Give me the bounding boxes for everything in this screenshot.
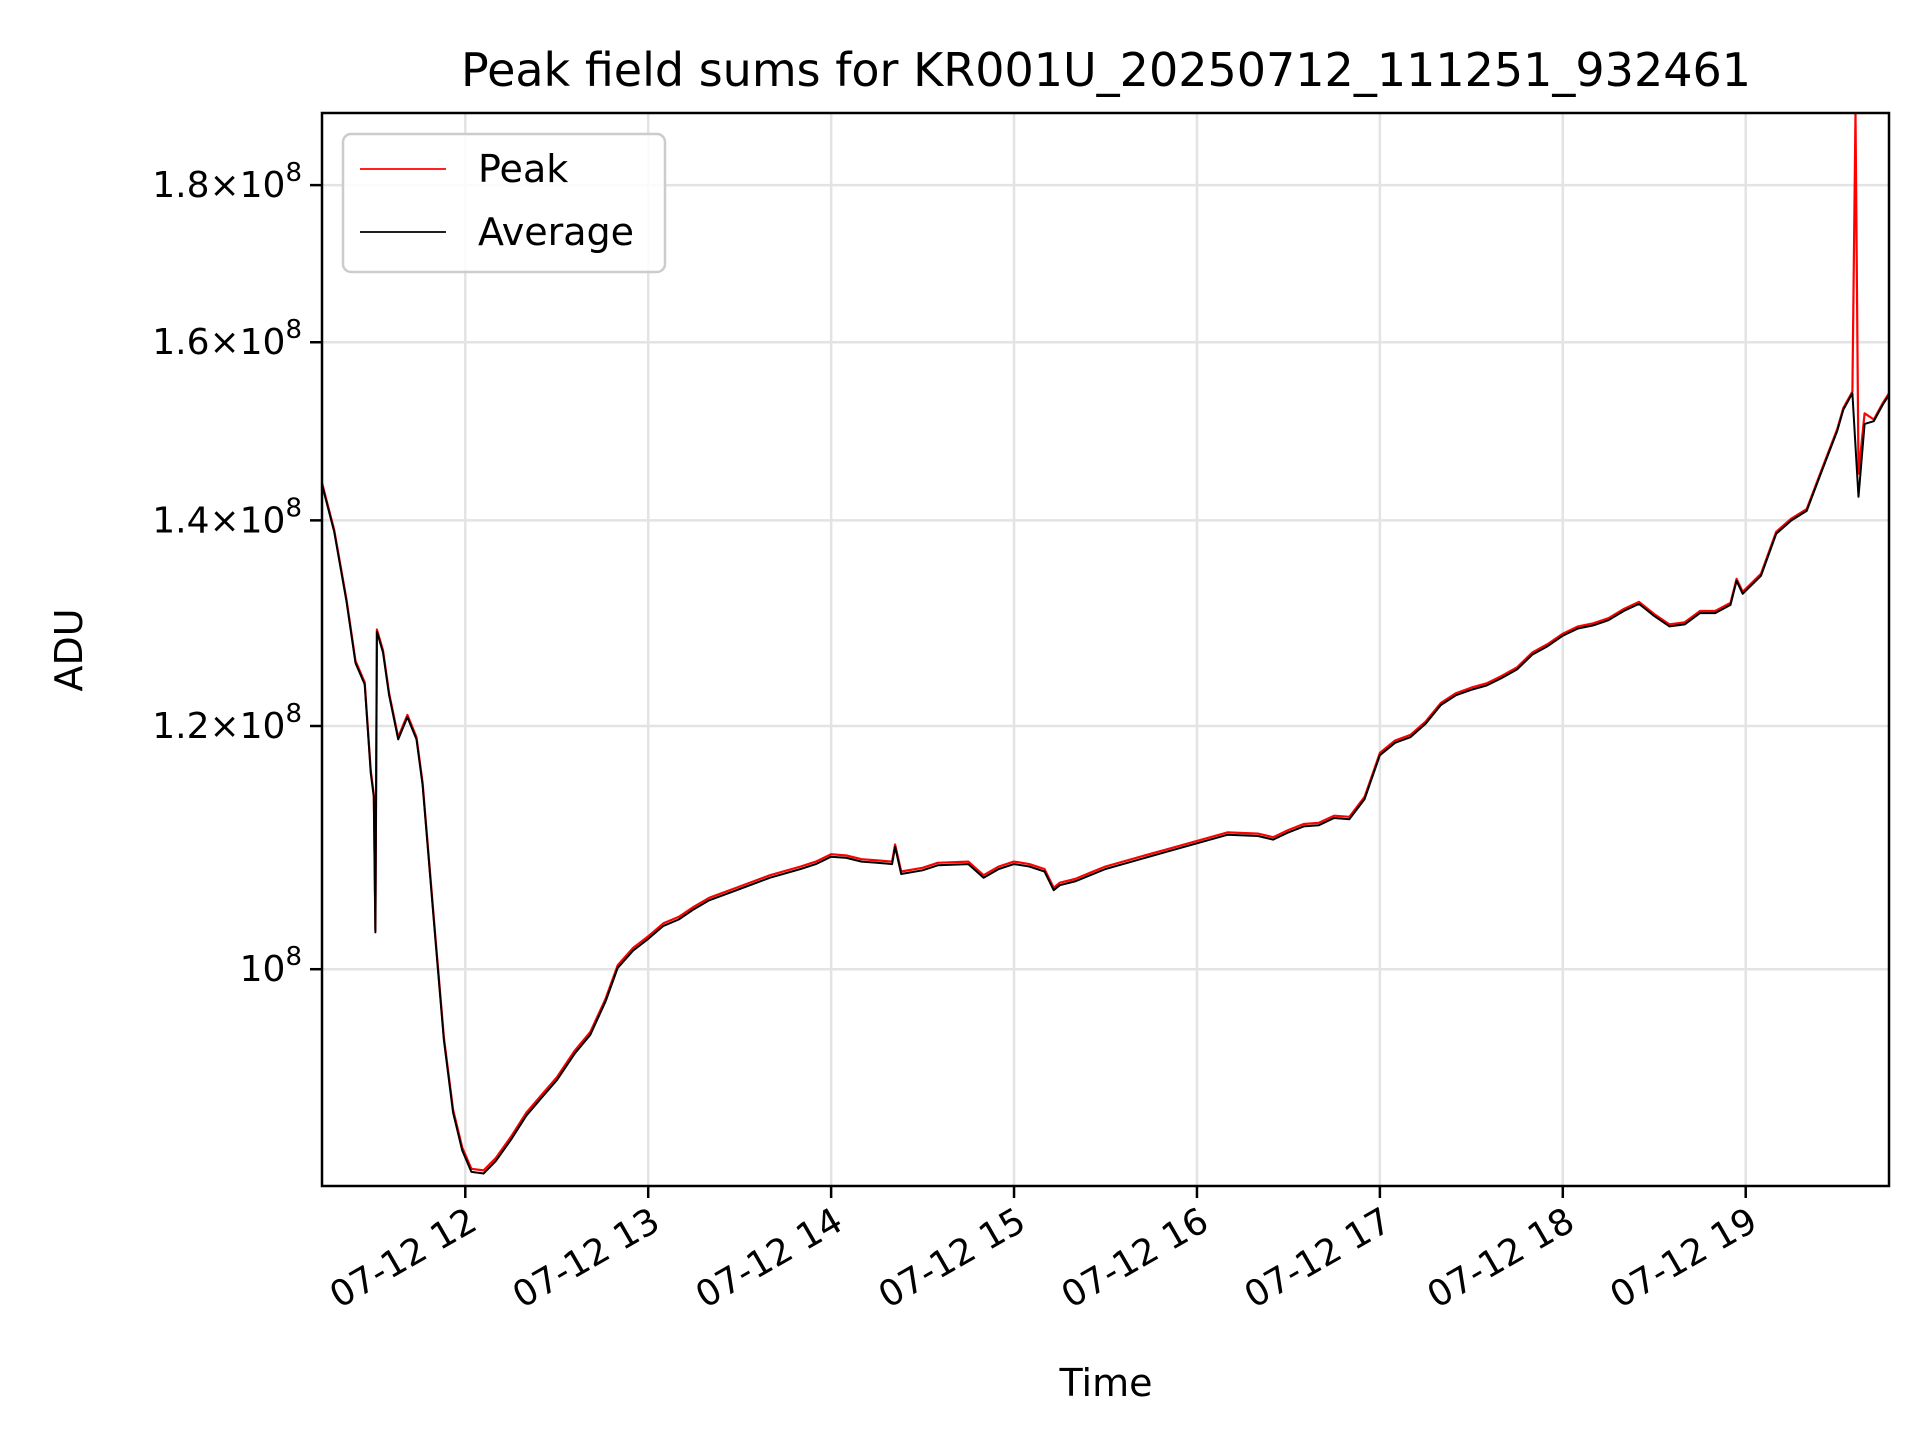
y-tick-label: 1.8×108 [152,158,302,206]
x-axis-label: Time [1059,1361,1153,1405]
legend: Peak Average [341,132,667,274]
grid [322,113,1889,1186]
y-axis-ticks: 108 1.2×108 1.4×108 1.6×108 1.8×108 [152,158,322,990]
legend-label-average: Average [478,210,634,254]
series-line-peak [322,113,1889,1172]
y-tick-label: 1.2×108 [152,699,302,747]
plot-frame [320,111,1891,1188]
y-axis-label: ADU [47,608,91,691]
y-tick-label: 1.4×108 [152,493,302,541]
series-layer [322,113,1889,1175]
series-line-average [322,392,1889,1175]
legend-label-peak: Peak [478,147,568,191]
y-tick-label: 1.6×108 [152,315,302,363]
y-tick-label: 108 [240,942,302,990]
chart-title: Peak field sums for KR001U_20250712_1112… [461,43,1751,97]
